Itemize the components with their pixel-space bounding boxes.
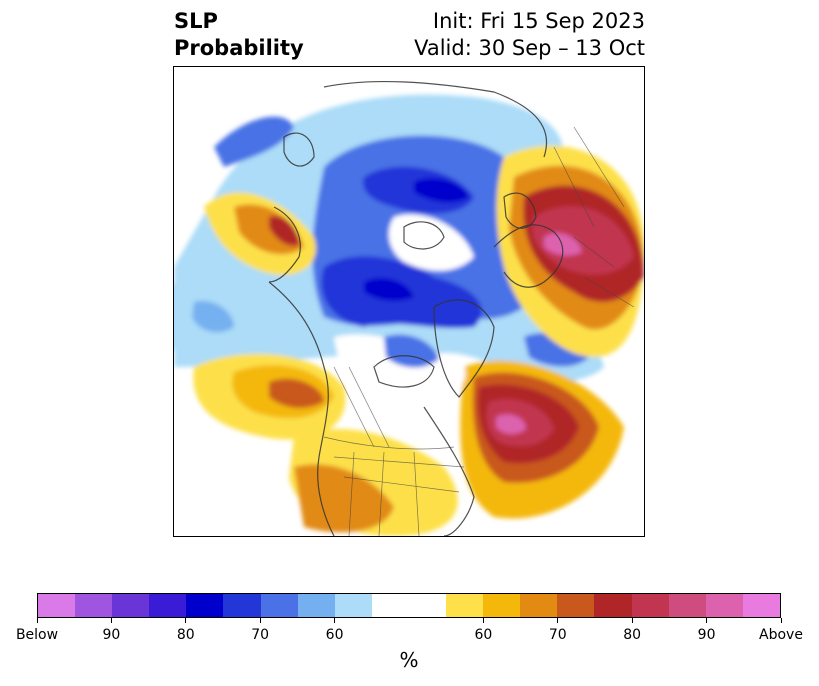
below-70-region-bering [214, 116, 294, 167]
colorbar-tick-label: 80 [176, 627, 195, 643]
colorbar-segment [371, 594, 409, 617]
colorbar-segment [408, 594, 447, 617]
colorbar-segment [594, 594, 632, 617]
colorbar-tick [631, 618, 633, 623]
colorbar-tick-label: 90 [697, 627, 716, 643]
colorbar-tick-label: 60 [474, 627, 493, 643]
border-us-states-4 [378, 451, 385, 536]
below-70-region-hudson-bay [384, 334, 439, 368]
colorbar-units: % [399, 648, 419, 672]
colorbar-tick-label: 60 [325, 627, 344, 643]
colorbar [37, 593, 781, 618]
coastline-alaska [268, 206, 301, 283]
colorbar-tick [36, 618, 38, 623]
colorbar-tick-label: 80 [623, 627, 642, 643]
colorbar-tick-label: 90 [102, 627, 121, 643]
coastline-kamchatka [283, 132, 315, 167]
colorbar-segment [334, 594, 372, 617]
coastline-north-america [268, 281, 335, 536]
above-80-region-north-pacific [269, 378, 324, 409]
above-95-region-north-atlantic [496, 414, 526, 435]
colorbar-segment [149, 594, 187, 617]
coastline-scandinavia [503, 192, 537, 229]
border-europe-2 [583, 276, 635, 308]
colorbar-segment [520, 594, 558, 617]
border-russia-2 [573, 126, 625, 208]
colorbar-tick [185, 618, 187, 623]
coastline-europe [493, 224, 564, 288]
colorbar-tick-label: Above [759, 627, 803, 643]
colorbar-segment [742, 594, 780, 617]
colorbar-segment [223, 594, 261, 617]
colorbar-tick [482, 618, 484, 623]
border-canada-provinces-1 [333, 366, 375, 448]
above-80-region-alaska [269, 216, 299, 246]
border-us-states-1 [333, 456, 465, 468]
colorbar-tick-label: 70 [548, 627, 567, 643]
valid-range: Valid: 30 Sep – 13 Oct [414, 36, 645, 60]
below-70-region-pacific [192, 301, 234, 333]
above-90-region-europe [532, 206, 634, 275]
colorbar-segment [483, 594, 521, 617]
colorbar-tick-label: 70 [251, 627, 270, 643]
colorbar-segment [112, 594, 150, 617]
below-90-region-siberia [414, 177, 469, 203]
colorbar-tick [557, 618, 559, 623]
colorbar-segment [75, 594, 113, 617]
coastline-siberia [323, 80, 548, 158]
title-product: Probability [174, 36, 304, 60]
border-us-states-2 [343, 476, 460, 493]
title-left: SLP Probability [174, 8, 304, 62]
colorbar-tick [334, 618, 336, 623]
above-70-region-united-states [294, 464, 394, 533]
coastlines [268, 80, 564, 536]
colorbar-segment [38, 594, 76, 617]
coastline-arctic-islands [403, 221, 445, 250]
colorbar-segment [446, 594, 484, 617]
coastline-hudson-bay [373, 355, 435, 388]
colorbar-tick [706, 618, 708, 623]
colorbar-segment [260, 594, 298, 617]
border-canada-us [323, 436, 455, 450]
colorbar-segment [186, 594, 224, 617]
near-normal-pole [388, 214, 474, 271]
colorbar-segment [631, 594, 669, 617]
political-borders [323, 126, 635, 536]
colorbar-segment [705, 594, 743, 617]
border-us-states-3 [348, 451, 355, 536]
border-canada-provinces-2 [348, 366, 390, 448]
colorbar-tick [259, 618, 261, 623]
colorbar-tick [780, 618, 782, 623]
coastline-greenland [433, 299, 495, 398]
map-panel[interactable] [173, 66, 645, 537]
border-russia-1 [553, 146, 595, 228]
border-europe-1 [573, 236, 615, 268]
title-variable: SLP [174, 9, 218, 33]
probability-map [174, 80, 644, 536]
colorbar-tick [110, 618, 112, 623]
colorbar-tick-label: Below [15, 627, 59, 643]
colorbar-segment [668, 594, 706, 617]
init-date: Init: Fri 15 Sep 2023 [432, 9, 645, 33]
below-90-region-canada [364, 277, 414, 301]
colorbar-segment [297, 594, 335, 617]
title-right: Init: Fri 15 Sep 2023 Valid: 30 Sep – 13… [414, 8, 645, 62]
border-us-states-5 [413, 451, 420, 536]
colorbar-segment [557, 594, 595, 617]
coastline-east-us [423, 406, 475, 536]
above-95-region-europe [544, 232, 582, 256]
